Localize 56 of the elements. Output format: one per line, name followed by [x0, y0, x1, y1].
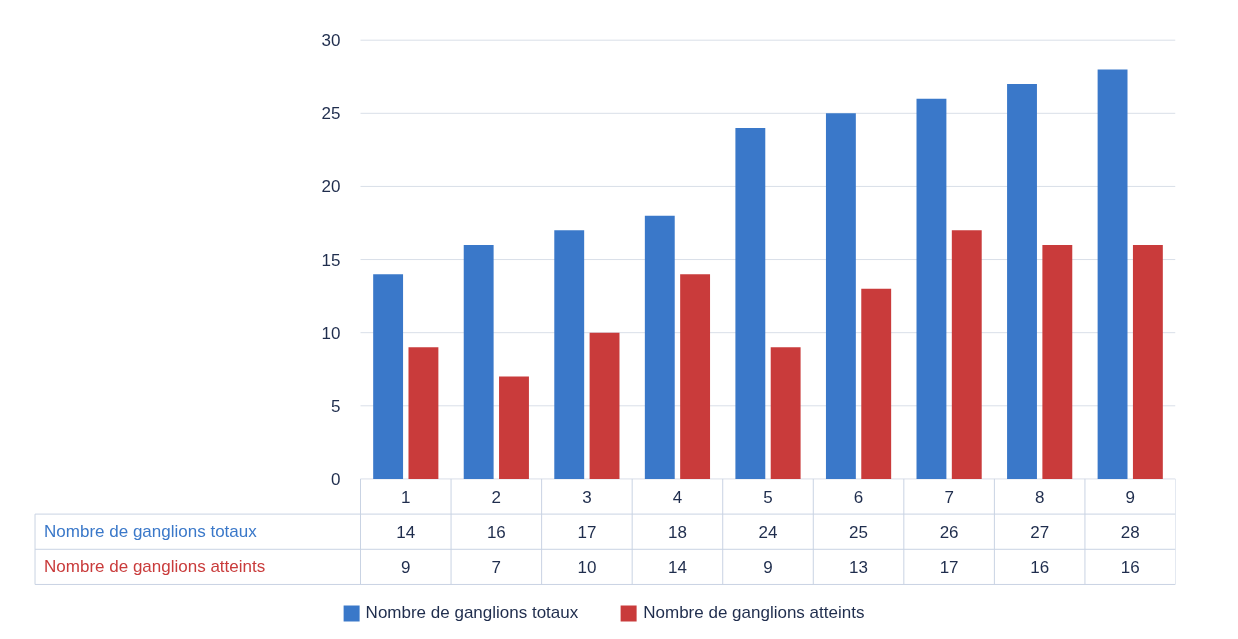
bar	[916, 98, 947, 479]
bar	[554, 230, 585, 479]
data-label: 9	[763, 557, 773, 577]
x-tick-label: 5	[763, 487, 773, 507]
x-tick-label: 9	[1125, 487, 1135, 507]
bar	[861, 288, 892, 479]
bar	[373, 274, 404, 479]
bar	[589, 332, 620, 479]
bar	[735, 127, 766, 479]
bar	[1097, 69, 1128, 479]
data-label: 18	[667, 522, 687, 542]
data-label: 16	[1030, 557, 1050, 577]
y-tick-label: 10	[321, 323, 341, 343]
data-label: 28	[1120, 522, 1140, 542]
x-tick-label: 8	[1034, 487, 1045, 507]
bar	[1007, 84, 1037, 479]
y-tick-label: 25	[321, 104, 341, 124]
text: Nombre de ganglions atteints	[44, 557, 266, 577]
y-tick-label: 0	[331, 469, 341, 489]
y-tick-label: 20	[321, 177, 341, 197]
data-label: 16	[1120, 557, 1140, 577]
x-tick-label: 3	[582, 487, 592, 507]
data-label: 16	[486, 522, 506, 542]
bar	[825, 113, 856, 479]
bar	[1132, 244, 1163, 479]
data-label: 17	[939, 557, 959, 577]
y-tick-label: 15	[321, 250, 341, 270]
bar	[463, 244, 494, 479]
x-tick-label: 7	[944, 487, 954, 507]
x-tick-label: 1	[401, 487, 411, 507]
legend-label: Nombre de ganglions atteints	[643, 603, 865, 623]
x-tick-label: 6	[853, 487, 864, 507]
y-tick-label: 30	[321, 31, 341, 51]
bar	[644, 215, 675, 479]
data-label: 7	[491, 557, 502, 577]
bar	[408, 347, 439, 479]
data-label: 27	[1030, 522, 1050, 542]
data-label: 25	[849, 522, 869, 542]
bar	[951, 230, 982, 479]
data-label: 10	[577, 557, 597, 577]
data-label: 14	[667, 557, 687, 577]
x-tick-label: 4	[672, 487, 683, 507]
y-tick-label: 5	[331, 396, 341, 416]
bar	[680, 274, 711, 479]
bar	[770, 347, 801, 479]
bar	[499, 376, 529, 479]
data-label: 14	[396, 522, 416, 542]
data-label: 24	[758, 522, 778, 542]
x-tick-label: 2	[491, 487, 502, 507]
data-label: 26	[939, 522, 959, 542]
text: Nombre de ganglions totaux	[44, 522, 257, 542]
bar	[1042, 244, 1073, 479]
legend-label: Nombre de ganglions totaux	[365, 603, 579, 623]
data-label: 13	[849, 557, 869, 577]
data-label: 17	[577, 522, 597, 542]
data-label: 9	[401, 557, 411, 577]
